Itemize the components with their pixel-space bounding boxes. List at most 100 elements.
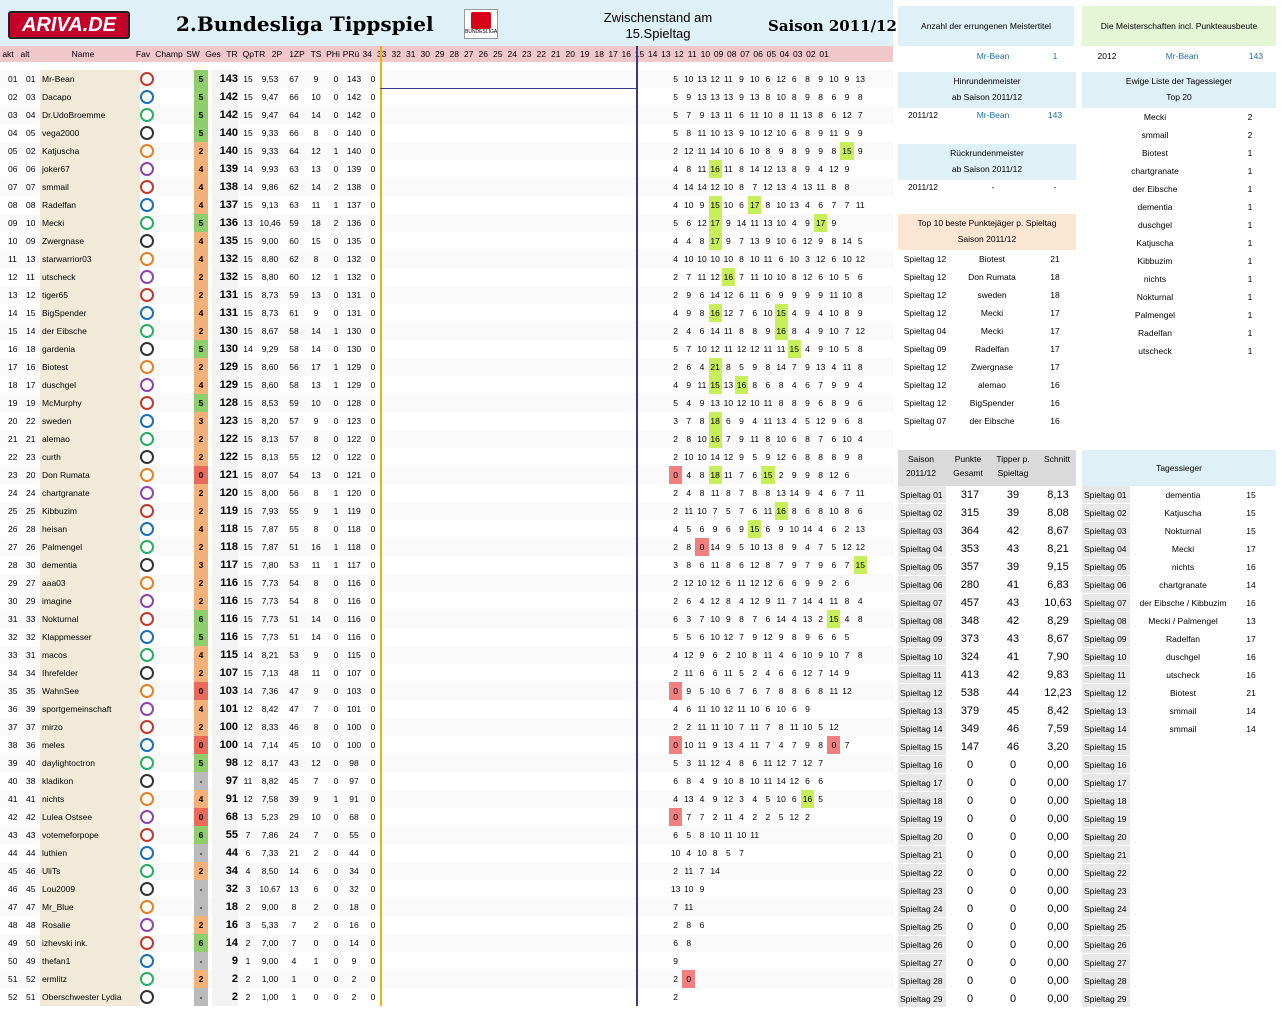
points-per-round: 8,00 bbox=[261, 488, 279, 498]
table-row: 27 26 Palmengel 2 118 15 7,87 51 16 1 118 0 2 8 0 14 9 5 1… bbox=[0, 538, 893, 556]
player-name[interactable]: sweden bbox=[42, 416, 72, 426]
player-name[interactable]: smmail bbox=[42, 182, 69, 192]
round-score: 6 bbox=[831, 488, 837, 498]
round-score: 9 bbox=[791, 470, 797, 480]
player-name[interactable]: daylightoctron bbox=[42, 758, 95, 768]
player-name[interactable]: Rosalie bbox=[42, 920, 71, 930]
second-half-points: 0 bbox=[370, 362, 376, 372]
player-name[interactable]: Kibbuzim bbox=[42, 506, 77, 516]
round-scores: 2 bbox=[669, 988, 867, 1006]
player-name[interactable]: luthien bbox=[42, 848, 68, 858]
rank-current: 28 bbox=[8, 560, 18, 570]
tagessieger-round: Spieltag 29 bbox=[1084, 994, 1127, 1004]
round-score: 7 bbox=[778, 560, 784, 570]
player-name[interactable]: Lou2009 bbox=[42, 884, 76, 894]
player-name[interactable]: Nokturnal bbox=[42, 614, 79, 624]
round-score: 13 bbox=[710, 398, 720, 408]
player-name[interactable]: starwarrior03 bbox=[42, 254, 92, 264]
ewige-count: 1 bbox=[1247, 346, 1253, 356]
player-name[interactable]: BigSpender bbox=[42, 308, 87, 318]
favorite-club-icon bbox=[140, 180, 154, 194]
round-score: 12 bbox=[710, 596, 720, 606]
round-scores: 4 5 6 9 6 9 15 6 9 10 14 4 6 2 13 bbox=[669, 520, 867, 538]
player-name[interactable]: chartgranate bbox=[42, 488, 90, 498]
round-header: 13 bbox=[661, 49, 671, 59]
player-name[interactable]: duschgel bbox=[42, 380, 77, 390]
player-name[interactable]: McMurphy bbox=[42, 398, 82, 408]
player-name[interactable]: kladikon bbox=[42, 776, 74, 786]
player-name[interactable]: Dr.UdoBroemme bbox=[42, 110, 106, 120]
player-name[interactable]: ermlitz bbox=[42, 974, 68, 984]
player-name[interactable]: utscheck bbox=[42, 272, 76, 282]
top10-name: sweden bbox=[977, 290, 1007, 300]
player-name[interactable]: vega2000 bbox=[42, 128, 80, 138]
player-name[interactable]: alemao bbox=[42, 434, 70, 444]
player-name[interactable]: Ihrefelder bbox=[42, 668, 78, 678]
player-name[interactable]: dementia bbox=[42, 560, 77, 570]
round-score: 2 bbox=[831, 578, 837, 588]
player-name[interactable]: Biotest bbox=[42, 362, 68, 372]
round-score: 13 bbox=[815, 362, 826, 372]
player-name[interactable]: nichts bbox=[42, 794, 65, 804]
first-half-points: 100 bbox=[346, 740, 362, 750]
round-score: 11 bbox=[723, 812, 733, 822]
player-name[interactable]: Zwergnase bbox=[42, 236, 85, 246]
player-name[interactable]: mirzo bbox=[42, 722, 63, 732]
player-name[interactable]: aaa03 bbox=[42, 578, 66, 588]
player-name[interactable]: Mr_Blue bbox=[42, 902, 74, 912]
player-name[interactable]: Radelfan bbox=[42, 200, 77, 210]
one-point: 7 bbox=[313, 776, 319, 786]
player-name[interactable]: Don Rumata bbox=[42, 470, 90, 480]
table-row: 17 16 Biotest 2 129 15 8,60 56 17 1 129 0 2 6 4 21 8 5 9 8 1… bbox=[0, 358, 893, 376]
player-name[interactable]: curth bbox=[42, 452, 61, 462]
player-name[interactable]: WahnSee bbox=[42, 686, 80, 696]
tipps-count: 3 bbox=[245, 884, 251, 894]
player-name[interactable]: UliTs bbox=[42, 866, 61, 876]
tagessieger-round-cell bbox=[1082, 846, 1130, 863]
player-name[interactable]: Katjuscha bbox=[42, 146, 80, 156]
player-name[interactable]: votemeforpope bbox=[42, 830, 99, 840]
player-name[interactable]: izhevski ink. bbox=[42, 938, 88, 948]
player-name[interactable]: Mecki bbox=[42, 218, 65, 228]
ariva-logo[interactable]: ARIVA.DE bbox=[8, 11, 130, 39]
round-scores: 4 10 10 10 10 8 10 11 6 10 3 12 6 10 12 bbox=[669, 250, 867, 268]
player-name[interactable]: heisan bbox=[42, 524, 68, 534]
round-scores: 2 6 4 12 8 4 12 9 11 7 14 4 11 8 4 bbox=[669, 592, 867, 610]
player-name[interactable]: meles bbox=[42, 740, 65, 750]
score-week-badge: 4 bbox=[194, 250, 208, 268]
player-name[interactable]: macos bbox=[42, 650, 68, 660]
player-name[interactable]: tiger65 bbox=[42, 290, 68, 300]
tagessieger-round-cell bbox=[1082, 882, 1130, 899]
player-name[interactable]: der Eibsche bbox=[42, 326, 87, 336]
player-name[interactable]: Dacapo bbox=[42, 92, 72, 102]
tagessieger-round: Spieltag 02 bbox=[1084, 508, 1127, 518]
name-bg bbox=[40, 124, 140, 142]
player-name[interactable]: thefan1 bbox=[42, 956, 71, 966]
table-row: 09 10 Mecki 5 136 13 10,46 59 18 2 136 0 5 6 12 17 9 14 11… bbox=[0, 214, 893, 232]
round-score: 10 bbox=[723, 182, 734, 192]
player-name[interactable]: gardenia bbox=[42, 344, 76, 354]
column-header: Champ bbox=[155, 49, 183, 59]
saison-points: 457 bbox=[960, 597, 980, 609]
round-score: 7 bbox=[686, 416, 692, 426]
player-name[interactable]: Palmengel bbox=[42, 542, 83, 552]
points-per-round: 8,80 bbox=[261, 272, 279, 282]
one-point: 18 bbox=[311, 218, 321, 228]
player-name[interactable]: imagine bbox=[42, 596, 72, 606]
rank-current: 08 bbox=[8, 200, 18, 210]
table-row: 25 25 Kibbuzim 2 119 15 7,93 55 9 1 119 0 2 11 10 7 5 7 6 1… bbox=[0, 502, 893, 520]
round-score: 6 bbox=[831, 524, 837, 534]
saison-tippers: 0 bbox=[1009, 939, 1017, 951]
player-name[interactable]: Lulea Ostsee bbox=[42, 812, 93, 822]
player-name[interactable]: Oberschwester Lydia bbox=[42, 992, 122, 1002]
saison-tippers: 46 bbox=[1006, 723, 1020, 735]
two-points: 63 bbox=[289, 200, 299, 210]
tipps-count: 15 bbox=[243, 398, 253, 408]
player-name[interactable]: joker67 bbox=[42, 164, 70, 174]
second-half-points: 0 bbox=[370, 308, 376, 318]
top10-name: alemao bbox=[978, 380, 1006, 390]
player-name[interactable]: Klappmesser bbox=[42, 632, 92, 642]
player-name[interactable]: sportgemeinschaft bbox=[42, 704, 112, 714]
player-name[interactable]: Mr-Bean bbox=[42, 74, 75, 84]
round-score: 13 bbox=[697, 74, 707, 84]
